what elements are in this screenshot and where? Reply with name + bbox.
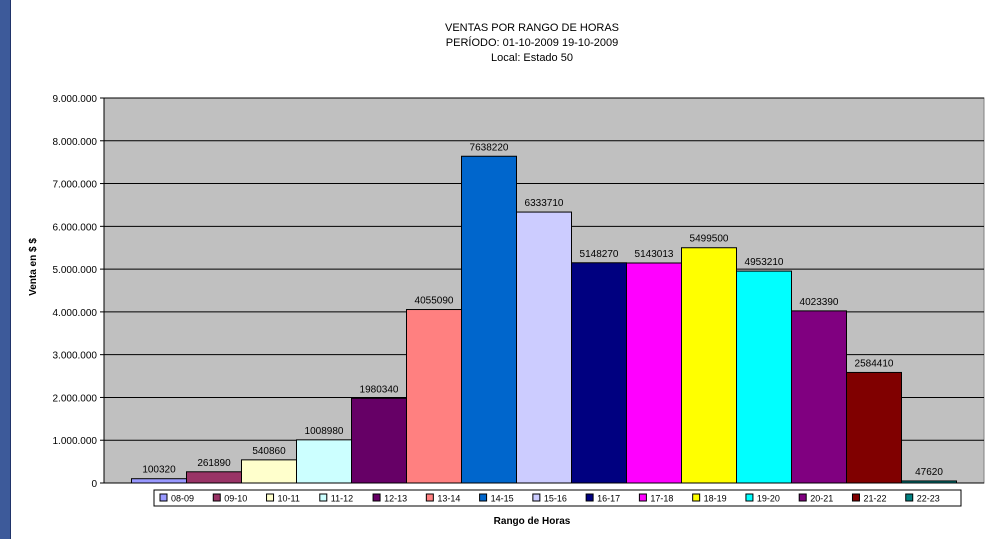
data-label: 4023390 [800, 297, 839, 308]
legend-swatch [212, 493, 221, 502]
y-tick-label: 6.000.000 [53, 222, 98, 233]
legend-swatch [692, 493, 701, 502]
legend-swatch [585, 493, 594, 502]
y-tick-label: 5.000.000 [53, 265, 98, 276]
legend-swatch [425, 493, 434, 502]
data-label: 47620 [915, 467, 943, 478]
data-label: 100320 [142, 465, 176, 476]
chart-subtitle: PERÍODO: 01-10-2009 19-10-2009 [446, 36, 618, 49]
legend-entry: 15-16 [544, 494, 567, 504]
data-label: 1980340 [360, 384, 399, 395]
bar-21-22 [846, 371, 902, 484]
legend-swatch [372, 493, 381, 502]
bar-15-16 [516, 211, 572, 484]
y-tick-label: 9.000.000 [53, 94, 98, 105]
bar-10-11 [241, 459, 297, 484]
legend-entry: 09-10 [224, 494, 247, 504]
legend-swatch [532, 493, 541, 502]
legend-entry: 21-22 [863, 494, 886, 504]
bar-20-21 [791, 310, 847, 484]
legend-entry: 17-18 [650, 494, 673, 504]
chart-panel: VENTAS POR RANGO DE HORAS PERÍODO: 01-10… [10, 0, 993, 539]
data-label: 1008980 [305, 426, 344, 437]
y-tick-label: 7.000.000 [53, 180, 98, 191]
bar-11-12 [296, 439, 352, 484]
legend-entry: 18-19 [704, 494, 727, 504]
legend-swatch [159, 493, 168, 502]
bar-09-10 [186, 471, 242, 484]
legend-entry: 12-13 [384, 494, 407, 504]
bar-13-14 [406, 309, 462, 484]
legend-entry: 11-12 [331, 494, 353, 504]
y-tick-label: 0 [91, 479, 97, 490]
data-label: 6333710 [525, 198, 564, 209]
data-label: 5499500 [690, 234, 729, 245]
data-label: 5148270 [580, 249, 619, 260]
x-axis-title: Rango de Horas [494, 516, 571, 527]
legend-swatch [266, 493, 275, 502]
legend: 08-09 09-10 10-11 11-12 12-13 13-14 14-15 15-16… [153, 489, 962, 507]
legend-swatch [905, 493, 914, 502]
legend-entry: 10-11 [278, 494, 300, 504]
legend-swatch [479, 493, 488, 502]
data-label: 540860 [252, 446, 286, 457]
legend-entry: 14-15 [491, 494, 514, 504]
data-label: 7638220 [470, 142, 509, 153]
y-axis-title: Venta en $ $ [28, 238, 39, 296]
legend-swatch [798, 493, 807, 502]
legend-box [153, 489, 962, 507]
bar-18-19 [681, 247, 737, 484]
data-label: 5143013 [635, 249, 674, 260]
y-tick-label: 4.000.000 [53, 308, 98, 319]
bar-chart: VENTAS POR RANGO DE HORAS PERÍODO: 01-10… [28, 22, 985, 527]
data-label: 2584410 [855, 358, 894, 369]
y-tick-label: 8.000.000 [53, 137, 98, 148]
plot-area: 0 1.000.000 2.000.000 3.000.000 4.000.000 5.0… [53, 94, 985, 490]
chart-subtitle-local: Local: Estado 50 [491, 52, 573, 64]
bar-19-20 [736, 270, 792, 484]
bar-16-17 [571, 262, 627, 484]
legend-swatch [745, 493, 754, 502]
legend-swatch [638, 493, 647, 502]
legend-entry: 20-21 [810, 494, 833, 504]
bar-14-15 [461, 155, 517, 484]
legend-entry: 08-09 [171, 494, 194, 504]
legend-swatch [319, 493, 328, 502]
chart-title: VENTAS POR RANGO DE HORAS [445, 22, 619, 34]
data-label: 261890 [197, 458, 231, 469]
bar-22-23 [901, 480, 957, 484]
y-tick-label: 1.000.000 [53, 436, 98, 447]
y-tick-label: 2.000.000 [53, 393, 98, 404]
legend-entry: 13-14 [437, 494, 460, 504]
legend-swatch [851, 493, 860, 502]
legend-entry: 19-20 [757, 494, 780, 504]
data-label: 4953210 [745, 257, 784, 268]
legend-entry: 22-23 [917, 494, 940, 504]
bar-12-13 [351, 397, 407, 484]
y-tick-label: 3.000.000 [53, 351, 98, 362]
bar-17-18 [626, 262, 682, 484]
bar-08-09 [131, 478, 187, 484]
data-label: 4055090 [415, 296, 454, 307]
legend-entry: 16-17 [597, 494, 620, 504]
